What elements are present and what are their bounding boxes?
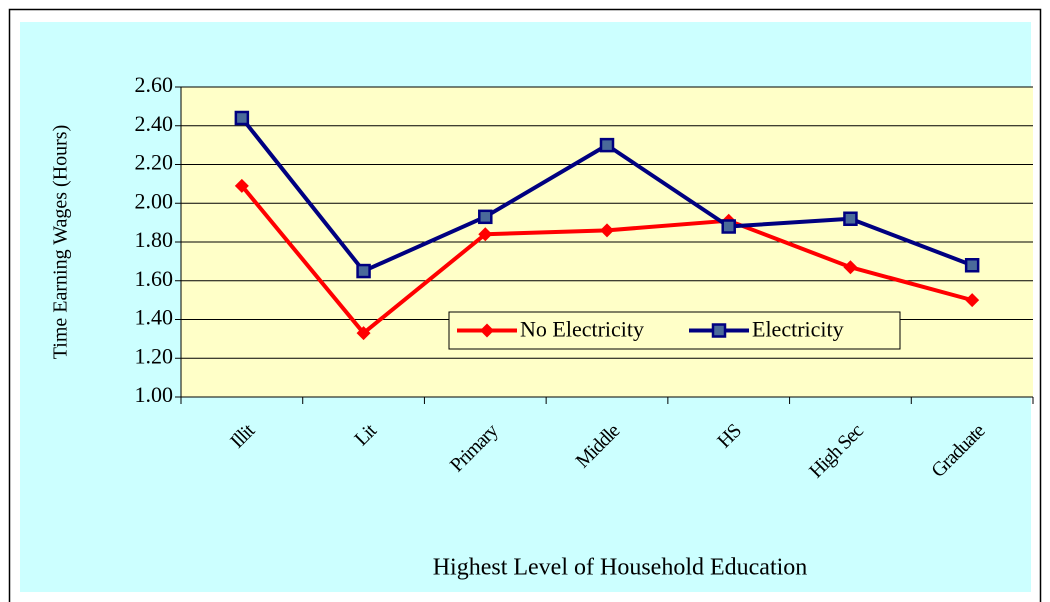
legend: No Electricity Electricity (448, 311, 901, 350)
legend-label: No Electricity (520, 317, 644, 342)
y-tick-label: 1.00 (135, 382, 174, 407)
data-point (356, 326, 371, 341)
data-point (478, 209, 493, 225)
series (234, 110, 980, 279)
y-tick-label: 2.20 (135, 150, 174, 175)
data-point (843, 211, 858, 226)
y-tick-label: 1.80 (135, 227, 174, 252)
data-point (965, 293, 980, 308)
legend-marker (711, 323, 727, 338)
y-axis-title: Time Earning Wages (Hours) (50, 125, 72, 359)
data-point (599, 137, 615, 153)
data-point (600, 223, 614, 238)
x-axis-title: Highest Level of Household Education (433, 555, 808, 581)
data-point (234, 178, 249, 193)
data-point (356, 263, 371, 279)
y-tick-label: 2.60 (135, 72, 174, 97)
y-tick-label: 1.60 (135, 266, 174, 291)
data-point (843, 260, 858, 275)
legend-label: Electricity (752, 317, 844, 342)
legend-marker (480, 323, 494, 338)
data-point (721, 219, 736, 234)
y-tick-label: 2.00 (135, 188, 174, 213)
y-tick-label: 1.40 (135, 305, 174, 330)
legend-box (448, 311, 901, 350)
outer-frame (8, 8, 1042, 602)
y-tick-label: 1.20 (135, 343, 174, 368)
data-point (478, 227, 493, 242)
data-point (234, 110, 250, 126)
y-tick-label: 2.40 (135, 111, 174, 136)
data-point (964, 258, 980, 273)
